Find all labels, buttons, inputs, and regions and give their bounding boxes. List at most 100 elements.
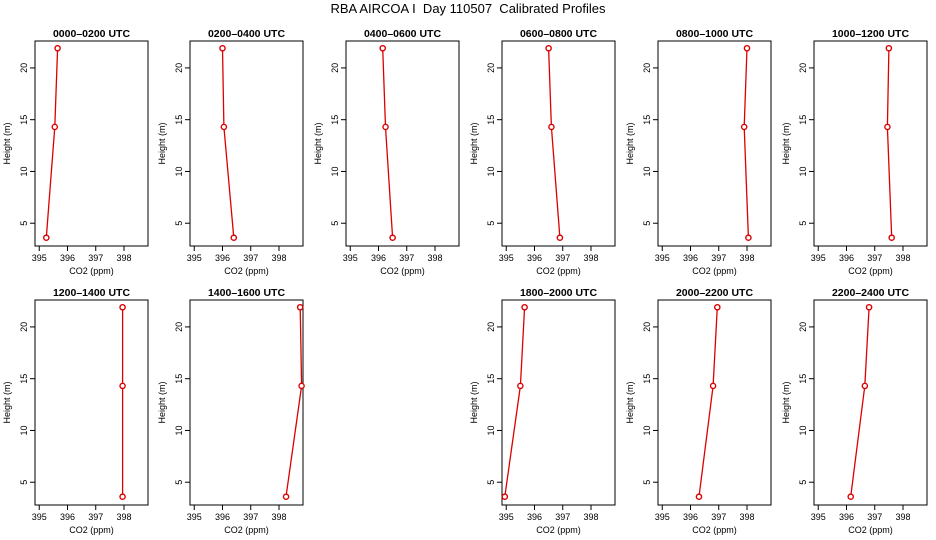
x-tick-label: 396	[683, 253, 698, 263]
y-tick-label: 10	[486, 166, 496, 176]
x-tick-label: 397	[243, 512, 258, 522]
plot-frame	[34, 299, 149, 506]
plot-frame	[189, 40, 304, 247]
series-line	[886, 48, 893, 238]
x-tick-label: 395	[655, 512, 670, 522]
x-tick-label: 396	[215, 512, 230, 522]
y-tick-label: 5	[330, 221, 340, 226]
x-tick-label: 398	[583, 512, 598, 522]
x-tick-label: 397	[711, 253, 726, 263]
data-point	[548, 123, 555, 131]
data-point	[556, 234, 564, 242]
x-tick-label: 395	[655, 253, 670, 263]
panel-title: 0200–0400 UTC	[208, 28, 285, 40]
y-axis-label: Height (m)	[625, 381, 635, 423]
y-tick-label: 10	[174, 166, 184, 176]
x-tick-label: 397	[555, 253, 570, 263]
y-tick-label: 15	[486, 115, 496, 125]
data-point	[743, 44, 751, 52]
x-tick-label: 395	[32, 253, 47, 263]
x-tick-label: 396	[371, 253, 386, 263]
plot-frame	[501, 299, 616, 506]
series-line	[743, 48, 750, 238]
chart-panel: 1000–1200 UTC 395 396 397 398 5 10 15 20 CO2 (ppm…	[781, 28, 928, 276]
x-axis-label: CO2 (ppm)	[224, 266, 269, 276]
panel-title: 0600–0800 UTC	[520, 28, 597, 40]
data-point	[296, 303, 304, 311]
y-tick-label: 5	[19, 480, 29, 485]
data-point	[230, 234, 238, 242]
y-tick-label: 20	[174, 322, 184, 332]
x-axis-label: CO2 (ppm)	[692, 525, 737, 535]
x-tick-label: 397	[88, 253, 103, 263]
plot-frame	[501, 40, 616, 247]
y-tick-label: 15	[642, 374, 652, 384]
panel-title: 1800–2000 UTC	[520, 287, 597, 299]
y-tick-label: 5	[642, 221, 652, 226]
x-tick-label: 397	[867, 512, 882, 522]
y-tick-label: 20	[19, 63, 29, 73]
data-point	[119, 493, 126, 501]
x-axis-label: CO2 (ppm)	[848, 266, 893, 276]
data-point	[847, 493, 855, 501]
y-tick-label: 15	[19, 115, 29, 125]
y-tick-label: 20	[642, 63, 652, 73]
data-point	[501, 493, 509, 501]
plot-frame	[657, 299, 772, 506]
x-axis-label: CO2 (ppm)	[224, 525, 269, 535]
panel-title: 0800–1000 UTC	[676, 28, 753, 40]
plot-frame	[34, 40, 149, 247]
y-tick-label: 10	[642, 166, 652, 176]
y-tick-label: 20	[486, 322, 496, 332]
plot-frame	[813, 40, 928, 247]
panel-title: 2000–2200 UTC	[676, 287, 753, 299]
panel-title: 1000–1200 UTC	[832, 28, 909, 40]
data-point	[219, 44, 226, 52]
x-tick-label: 395	[187, 253, 202, 263]
y-tick-label: 15	[486, 374, 496, 384]
plot-frame	[813, 299, 928, 506]
plot-frame	[345, 40, 460, 247]
y-axis-label: Height (m)	[2, 381, 12, 423]
y-axis-label: Height (m)	[781, 381, 791, 423]
x-tick-label: 398	[739, 253, 754, 263]
y-tick-label: 20	[486, 63, 496, 73]
y-tick-label: 5	[798, 480, 808, 485]
series-line	[45, 48, 59, 238]
x-tick-label: 398	[116, 512, 131, 522]
data-point	[740, 123, 748, 131]
y-tick-label: 5	[798, 221, 808, 226]
x-tick-label: 398	[271, 512, 286, 522]
y-tick-label: 15	[798, 115, 808, 125]
x-tick-label: 397	[867, 253, 882, 263]
data-point	[119, 303, 126, 311]
x-tick-label: 396	[527, 512, 542, 522]
series-line	[221, 48, 235, 238]
x-tick-label: 398	[271, 253, 286, 263]
y-tick-label: 15	[642, 115, 652, 125]
plot-frame	[657, 40, 772, 247]
x-tick-label: 397	[555, 512, 570, 522]
x-tick-label: 395	[811, 253, 826, 263]
data-point	[282, 493, 290, 501]
data-point	[389, 234, 396, 242]
x-tick-label: 397	[399, 253, 414, 263]
x-axis-label: CO2 (ppm)	[69, 525, 114, 535]
data-point	[43, 234, 50, 242]
series-line	[547, 48, 561, 238]
y-tick-label: 15	[174, 374, 184, 384]
x-tick-label: 396	[215, 253, 230, 263]
series-line	[285, 307, 303, 497]
y-tick-label: 15	[19, 374, 29, 384]
y-tick-label: 10	[798, 425, 808, 435]
x-tick-label: 397	[88, 512, 103, 522]
data-point	[861, 382, 869, 390]
data-point	[517, 382, 524, 390]
panel-title: 0000–0200 UTC	[53, 28, 130, 40]
chart-panel: 1200–1400 UTC 395 396 397 398 5 10 15 20 CO2 (ppm…	[2, 287, 149, 535]
y-tick-label: 5	[174, 480, 184, 485]
panel-title: 0400–0600 UTC	[364, 28, 441, 40]
y-tick-label: 10	[330, 166, 340, 176]
panel-title: 1400–1600 UTC	[208, 287, 285, 299]
